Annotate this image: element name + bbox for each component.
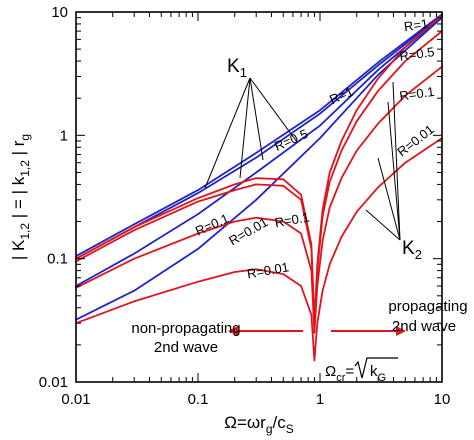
x-tick-label: 0.1 — [188, 391, 209, 408]
curve-label: R=0.1 — [274, 209, 311, 230]
k1-leader-line — [239, 77, 251, 179]
y-tick-label: 10 — [51, 4, 68, 21]
series-k1-r-1 — [75, 13, 443, 258]
k1-label-main: K — [227, 56, 240, 77]
prop-label-line1: propagating — [388, 298, 467, 315]
k2-label-sub: 2 — [415, 247, 422, 262]
x-tick-label: 1 — [316, 391, 324, 408]
y-axis-title-part: | = | k — [9, 176, 28, 223]
series-k1-r-0-1 — [75, 15, 443, 287]
nonprop-label-line1: non-propagating — [131, 320, 240, 337]
curve-label: R=0.5 — [398, 44, 435, 64]
omega-cr-main: Ω — [325, 363, 336, 380]
curve-label: R=0.01 — [394, 122, 437, 160]
y-axis-title-part: | r — [9, 140, 28, 160]
k1-leader-line — [249, 77, 264, 161]
y-axis-title-sub: 1,2 — [18, 223, 32, 240]
y-axis-title-sub: g — [18, 134, 32, 141]
omega-cr-label: Ωcr= — [325, 363, 354, 384]
x-axis-title: Ω=ωrg/cS — [224, 413, 294, 436]
radical-sign — [354, 357, 398, 379]
k2-leader-line — [392, 81, 401, 241]
curve-label: R=0.01 — [246, 259, 290, 281]
k1-leader-line — [249, 77, 298, 143]
omega-cr-eq: = — [345, 363, 354, 380]
prop-arrow-head — [396, 326, 406, 336]
series-layer — [75, 13, 443, 362]
k1-label-sub: 1 — [240, 65, 247, 80]
x-axis-title-part: /c — [273, 413, 287, 432]
k2-leader-line — [365, 209, 401, 241]
omega-cr-radicand: kG — [370, 363, 386, 384]
k1-leader-line — [204, 77, 251, 189]
y-tick-label: 1 — [60, 127, 68, 144]
omega-cr-radicand-sub: G — [378, 372, 387, 384]
x-tick-label: 0.01 — [61, 391, 90, 408]
x-axis-title-part: Ω=ωr — [224, 413, 266, 432]
k2-leader-line — [387, 101, 401, 241]
y-axis-title-sub: 1,2 — [18, 160, 32, 177]
series-k1-r-0-01 — [75, 16, 443, 321]
k1-label: K1 — [227, 56, 247, 80]
curve-label: R=0.1 — [398, 84, 435, 104]
curve-label: R=0.1 — [193, 211, 231, 239]
y-axis-title-part: | K — [9, 239, 28, 260]
k2-label: K2 — [402, 238, 422, 262]
series-k2-r-0-01 — [75, 137, 443, 362]
omega-cr-radicand-main: k — [370, 363, 378, 380]
k2-label-main: K — [402, 238, 415, 259]
omega-cr-sub: cr — [336, 372, 346, 384]
nonprop-arrow-head — [228, 326, 238, 336]
y-tick-label: 0.1 — [47, 251, 68, 268]
nonprop-label-line2: 2nd wave — [154, 339, 218, 356]
x-axis-title-sub: S — [286, 422, 294, 436]
x-tick-label: 10 — [434, 391, 451, 408]
plot-frame — [75, 11, 443, 383]
y-tick-label: 0.01 — [39, 374, 68, 391]
prop-label-line2: 2nd wave — [392, 318, 456, 335]
x-axis-title-sub: g — [266, 422, 273, 436]
curve-label: R=1 — [403, 16, 429, 34]
y-axis-title: | K1,2 | = | k1,2 | rg — [9, 134, 32, 260]
k2-leader-line — [377, 157, 401, 241]
series-k2-r-0-1 — [75, 65, 443, 334]
